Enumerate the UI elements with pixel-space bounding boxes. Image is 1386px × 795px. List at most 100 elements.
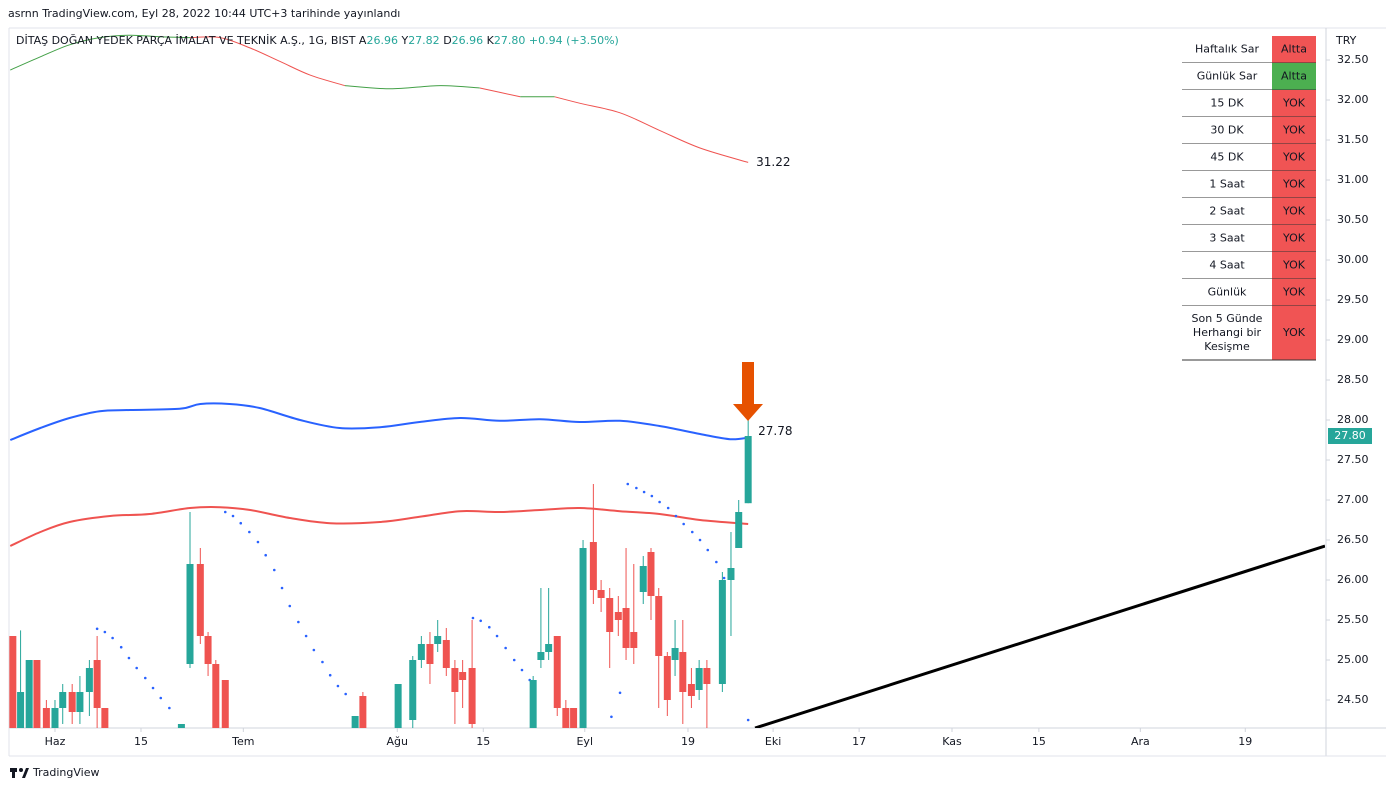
footer-text: TradingView xyxy=(32,766,99,779)
x-tick-label: 15 xyxy=(476,735,490,748)
sar-dot xyxy=(666,506,670,510)
x-tick-label: Ağu xyxy=(387,735,408,748)
candle-body xyxy=(59,692,67,708)
candle-body xyxy=(597,590,605,598)
sar-dot xyxy=(495,634,499,638)
sar-dot xyxy=(471,616,475,620)
candle-body xyxy=(589,542,597,590)
table-label: Günlük xyxy=(1208,286,1247,299)
candle-body xyxy=(76,692,84,712)
candle-body xyxy=(679,652,687,692)
axes: 24.50 25.00 25.50 26.00 26.50 27.00 27.50 28.00… xyxy=(45,53,1369,748)
candle-body xyxy=(33,660,41,728)
candle-body xyxy=(727,568,735,580)
table-status-cell xyxy=(1272,63,1316,90)
candle-body xyxy=(351,716,359,728)
sar-dot xyxy=(487,625,491,629)
table-status: YOK xyxy=(1282,97,1306,110)
candle-body xyxy=(562,708,570,728)
table-status-cell xyxy=(1272,306,1316,360)
sar-dot xyxy=(650,494,654,498)
arrow-shaft xyxy=(742,362,754,405)
sar-dot xyxy=(119,645,123,649)
status-table: Haftalık Sar Altta Günlük Sar Altta 15 DK YOK… xyxy=(1182,36,1316,361)
legend-value: 27.80 xyxy=(494,34,526,47)
trend-line xyxy=(754,544,1325,728)
x-tick-label: Tem xyxy=(231,735,254,748)
legend: DİTAŞ DOĞAN YEDEK PARÇA İMALAT VE TEKNİK… xyxy=(16,34,619,47)
table-status: YOK xyxy=(1282,124,1306,137)
sar-dot xyxy=(682,522,685,526)
table-label: 4 Saat xyxy=(1209,259,1245,272)
candle-body xyxy=(529,680,537,728)
candle-body xyxy=(553,636,561,708)
candle-body xyxy=(647,552,655,596)
table-label: Günlük Sar xyxy=(1197,70,1258,83)
candle-body xyxy=(703,668,711,684)
candle-body xyxy=(426,644,434,664)
table-status-cell xyxy=(1272,279,1316,306)
candle-body xyxy=(579,548,587,728)
x-tick-label: 15 xyxy=(1032,735,1046,748)
table-status: YOK xyxy=(1282,259,1306,272)
sar-dot xyxy=(143,676,147,680)
table-status-cell xyxy=(1272,225,1316,252)
sar-dot xyxy=(635,486,638,490)
table-label: 45 DK xyxy=(1210,151,1244,164)
table-label-cell xyxy=(1182,90,1272,117)
logo-dot xyxy=(19,768,23,772)
sar-dot xyxy=(264,553,267,557)
sar-dot xyxy=(312,648,316,652)
candle-body xyxy=(9,636,17,728)
candle-body xyxy=(735,512,743,548)
sar-dot xyxy=(239,521,243,525)
candle-body xyxy=(51,708,59,728)
candle-body xyxy=(468,668,476,724)
footer: TradingView xyxy=(10,766,99,779)
table-status-cell xyxy=(1272,171,1316,198)
sar-dot xyxy=(321,660,324,664)
candle-body xyxy=(570,708,578,728)
candle-body xyxy=(442,640,450,668)
candle-body xyxy=(186,564,194,664)
table-status: YOK xyxy=(1282,286,1306,299)
sar-dot xyxy=(722,576,726,580)
sar-dot xyxy=(231,514,235,518)
sar-dot xyxy=(504,646,507,650)
x-tick-label: Eyl xyxy=(576,735,593,748)
table-label-cell xyxy=(1182,225,1272,252)
table-status: Altta xyxy=(1281,70,1307,83)
legend-key: A xyxy=(359,34,367,47)
table-label-cell xyxy=(1182,279,1272,306)
indicator-line xyxy=(479,87,521,98)
legend-value: 26.96 xyxy=(452,34,484,47)
sar-dot xyxy=(135,666,138,670)
sar-dot xyxy=(272,568,276,572)
table-status: YOK xyxy=(1282,232,1306,245)
table-status: YOK xyxy=(1282,205,1306,218)
x-tick-label: 19 xyxy=(1238,735,1252,748)
table-status: YOK xyxy=(1282,178,1306,191)
indicator-line xyxy=(190,36,345,87)
sar-dot xyxy=(618,691,622,695)
header: asrnn TradingView.com, Eyl 28, 2022 10:4… xyxy=(8,7,400,20)
candle-body xyxy=(744,436,752,504)
x-tick-label: Eki xyxy=(765,735,781,748)
candle-body xyxy=(614,612,622,620)
indicator-line xyxy=(554,96,749,163)
table-status-cell xyxy=(1272,117,1316,144)
candle-body xyxy=(177,724,185,728)
y-tick-label: 26.50 xyxy=(1337,533,1369,546)
y-tick-label: 32.00 xyxy=(1337,93,1369,106)
sar-dot xyxy=(288,604,292,608)
table-label: 30 DK xyxy=(1210,124,1244,137)
sar-dot xyxy=(674,514,678,518)
table-label-cell xyxy=(1182,198,1272,225)
sar-dot xyxy=(698,538,702,542)
indicator-line xyxy=(9,506,749,547)
sar-dot xyxy=(520,668,524,672)
candle-body xyxy=(394,684,402,728)
candle-body xyxy=(417,644,425,660)
x-tick-label: 19 xyxy=(681,735,695,748)
